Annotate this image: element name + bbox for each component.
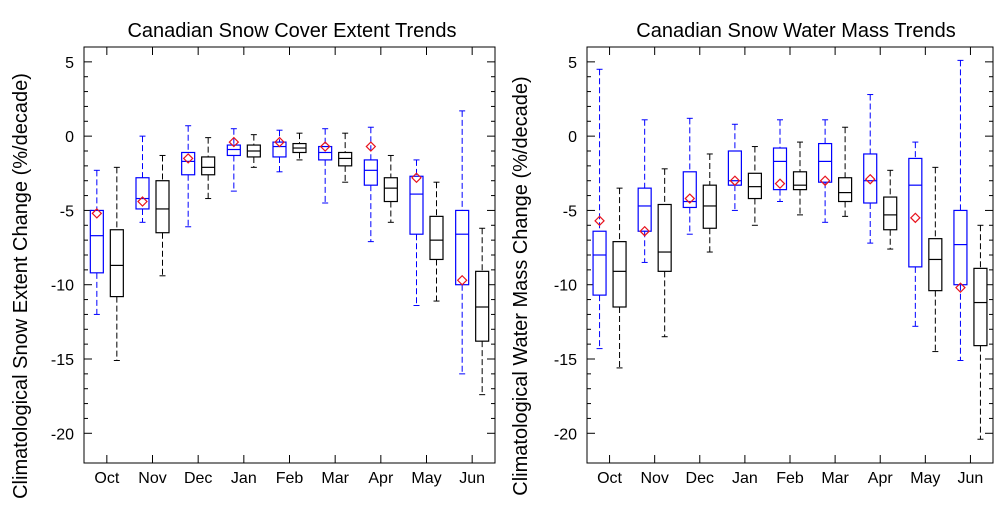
box <box>383 177 398 203</box>
x-tick-label: May <box>411 470 441 487</box>
box <box>657 203 672 272</box>
box <box>818 142 833 183</box>
box <box>883 196 898 231</box>
x-tick-label: Jan <box>732 470 758 487</box>
y-axis-label: Climatological Snow Extent Change (%/dec… <box>10 73 32 499</box>
y-tick-label: -15 <box>554 352 577 369</box>
x-tick-label: Jun <box>459 470 485 487</box>
diamond-marker <box>274 136 285 148</box>
x-tick-label: Nov <box>138 470 166 487</box>
box <box>928 238 943 292</box>
diamond-marker <box>864 173 876 185</box>
box <box>637 187 652 232</box>
diamond-marker <box>729 175 741 187</box>
y-tick-label: -10 <box>554 278 577 295</box>
chart-title: Canadian Snow Water Mass Trends <box>636 20 955 42</box>
diamond-marker <box>365 141 377 152</box>
y-tick-label: -5 <box>563 203 577 220</box>
diamond-marker <box>456 274 468 286</box>
box <box>201 156 216 176</box>
y-tick-label: 0 <box>65 129 74 146</box>
diamond-marker <box>909 212 921 224</box>
box <box>792 171 808 191</box>
x-tick-label: Mar <box>321 470 349 487</box>
y-tick-label: -10 <box>51 278 74 295</box>
x-tick-label: Apr <box>368 470 394 487</box>
box <box>226 144 241 157</box>
box <box>89 209 104 274</box>
y-tick-label: -20 <box>554 426 577 443</box>
diamond-marker <box>228 136 240 148</box>
y-tick-label: 5 <box>568 55 577 72</box>
box <box>772 147 788 191</box>
box <box>429 215 444 261</box>
diamond-marker <box>819 175 831 187</box>
chart-title: Canadian Snow Cover Extent Trends <box>127 20 456 42</box>
x-tick-label: Jun <box>958 470 984 487</box>
box <box>682 171 697 209</box>
plot-area: 5 0 -5 -10 -15 -20 Oct Nov Dec Jan Feb Mar Apr May Jun <box>554 46 994 487</box>
diamond-marker <box>774 178 786 190</box>
x-tick-label: Apr <box>868 470 894 487</box>
box <box>455 209 470 286</box>
box <box>838 177 853 203</box>
box <box>109 229 124 298</box>
diamond-marker <box>955 282 966 294</box>
x-tick-label: Jan <box>231 470 257 487</box>
y-tick-label: 0 <box>568 129 577 146</box>
plot-area: 5 0 -5 -10 -15 -20 Oct Nov Dec Jan Feb Mar Apr May Jun <box>51 46 496 487</box>
box <box>973 267 988 347</box>
box <box>338 151 353 167</box>
y-tick-label: 5 <box>65 55 74 72</box>
x-tick-label: May <box>910 470 940 487</box>
diamond-marker <box>319 141 331 152</box>
diamond-marker <box>137 196 148 207</box>
box <box>747 172 762 200</box>
box <box>155 180 170 234</box>
x-tick-label: Feb <box>276 470 304 487</box>
x-tick-label: Dec <box>184 470 212 487</box>
box <box>409 175 424 235</box>
y-axis-label: Climatological Water Mass Change (%/deca… <box>510 76 532 495</box>
box <box>318 145 333 161</box>
box <box>475 270 490 342</box>
x-tick-label: Oct <box>597 470 622 487</box>
box <box>612 241 627 308</box>
diamond-marker <box>411 172 422 184</box>
diamond-marker <box>639 225 651 237</box>
x-tick-label: Oct <box>94 470 119 487</box>
x-tick-label: Nov <box>640 470 668 487</box>
box <box>272 141 287 158</box>
box <box>592 230 607 296</box>
x-tick-label: Dec <box>686 470 714 487</box>
snow-extent-chart: Canadian Snow Cover Extent Trends Climat… <box>10 20 496 499</box>
box <box>953 209 968 286</box>
box <box>702 184 717 229</box>
diamond-marker <box>594 215 605 227</box>
diamond-marker <box>182 153 194 164</box>
diamond-marker <box>684 193 696 204</box>
water-mass-chart: Canadian Snow Water Mass Trends Climatol… <box>510 20 994 496</box>
diamond-marker <box>91 208 103 219</box>
box <box>863 153 878 204</box>
box <box>363 159 378 186</box>
y-tick-label: -15 <box>51 352 74 369</box>
x-tick-label: Mar <box>821 470 849 487</box>
y-tick-label: -5 <box>60 203 74 220</box>
x-tick-label: Feb <box>776 470 804 487</box>
box <box>135 177 150 210</box>
y-tick-label: -20 <box>51 426 74 443</box>
